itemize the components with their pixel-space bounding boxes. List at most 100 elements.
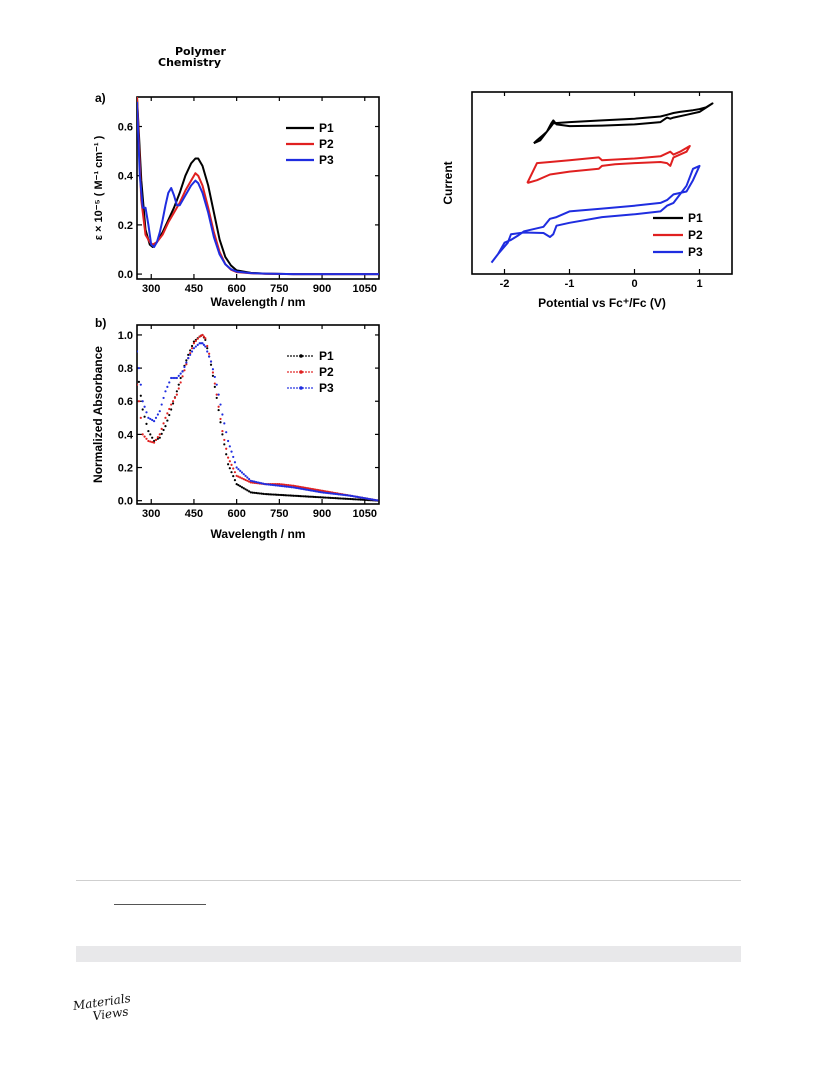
data-point [255,480,258,484]
data-point [274,484,277,487]
data-point [351,498,354,501]
data-point [346,494,349,497]
data-point [168,381,171,384]
data-point [290,486,293,489]
data-point [322,496,325,499]
data-point [175,376,178,380]
data-point [287,494,290,497]
data-point [141,408,144,411]
data-point [260,482,263,485]
legend-marker [305,355,307,357]
data-point [341,493,344,496]
data-point [237,475,240,478]
journal-title: Polymer Chemistry [158,46,226,68]
data-point [356,498,359,501]
y-tick-label: 0.6 [118,122,133,134]
data-point [171,376,175,380]
data-point [269,483,272,486]
data-point [279,493,282,497]
data-point [357,496,361,499]
data-point [187,357,190,360]
data-point [294,494,297,497]
data-point [339,497,342,500]
data-point [295,486,299,490]
data-point [324,491,327,494]
data-point [371,498,374,501]
x-axis-label: Wavelength / nm [211,295,306,309]
data-point [300,486,304,489]
data-point [285,485,288,488]
data-point [249,479,252,482]
data-point [276,484,279,487]
data-point [237,484,240,487]
data-point [158,410,161,413]
data-point [166,412,169,415]
data-point [162,428,165,432]
chart-normalized-absorbance: 300 450 600 750 900 1050 0.0 0.2 0.4 0.6 0.8 1.0 Wav… [91,316,380,541]
data-point [327,492,330,495]
series-p2 [137,333,379,502]
data-point [141,433,144,436]
data-point [280,483,283,486]
data-point [372,498,376,501]
data-point [305,495,309,498]
data-point [240,477,244,480]
data-point [351,494,354,498]
footer-bar [76,946,741,962]
panel-label: a) [95,91,106,105]
data-point [242,487,245,490]
data-point [364,497,367,500]
data-point [264,483,267,486]
data-point [225,431,228,434]
journal-title-line2: Chemistry [158,56,221,69]
data-point [240,486,244,489]
data-point [223,422,226,425]
data-point [300,487,304,490]
data-point [297,494,300,498]
data-point [283,483,286,486]
chart-absorptivity: 300 450 600 750 900 1050 0.0 0.2 0.4 0.6 Wavelengt… [93,91,380,309]
data-point [347,497,350,501]
data-point [297,487,300,490]
data-point [147,429,150,433]
data-point [314,495,317,499]
y-axis-label: Current [441,161,455,204]
data-point [287,485,290,488]
data-point [278,483,281,486]
data-point [258,492,261,495]
data-point [367,497,371,501]
data-point [322,491,325,494]
data-point [242,473,245,476]
data-point [284,494,287,497]
data-point [219,417,222,421]
legend-marker [308,387,310,389]
data-point [272,484,276,487]
series-line-p1 [137,97,379,276]
series-line-p3 [490,164,701,264]
legend-marker [287,387,289,389]
data-point [160,427,163,430]
data-point [258,481,261,484]
data-point [246,489,249,492]
x-tick-label: 450 [185,283,203,295]
data-point [310,487,314,491]
legend-label-p1: P1 [319,349,334,363]
footnote-divider [76,880,741,881]
y-tick-label: 1.0 [118,330,133,342]
data-point [376,499,379,502]
plot-frame [471,91,733,275]
legend-label-p3: P3 [688,245,703,259]
data-point [208,352,211,355]
data-point [322,489,325,493]
data-point [143,405,146,408]
legend-marker [293,371,295,373]
legend-marker [290,355,292,357]
data-point [315,488,319,491]
data-point [194,345,197,348]
data-point [149,440,152,443]
data-point [281,483,285,486]
data-point [181,370,184,373]
data-point [173,376,177,380]
data-point [302,488,305,491]
y-tick-label: 0.4 [118,171,134,183]
